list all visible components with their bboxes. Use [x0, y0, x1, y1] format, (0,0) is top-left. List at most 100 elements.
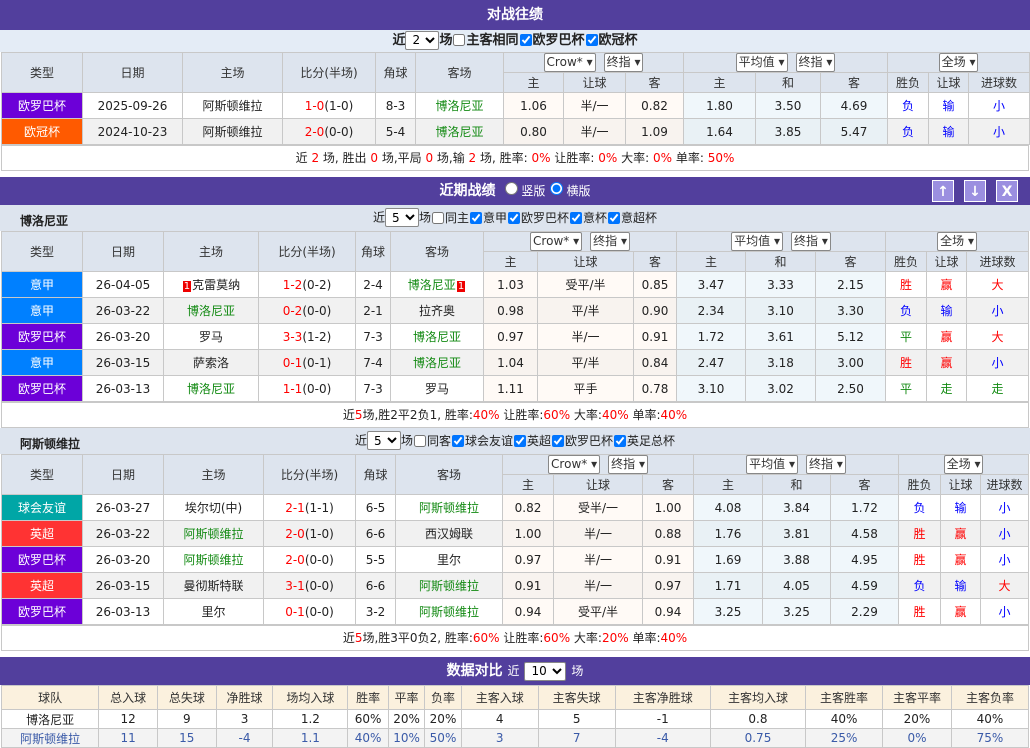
- match-row: 欧罗巴杯 26-03-13 博洛尼亚 1-1(0-0) 7-3 罗马 1.11 平手 0.78 3…: [1, 375, 1030, 402]
- filter-3[interactable]: 欧罗巴杯: [551, 434, 613, 448]
- euro-company-select[interactable]: 平均值 ▾: [735, 53, 788, 72]
- col-header: 比分(半场): [263, 454, 356, 495]
- match-date: 26-03-20: [82, 323, 164, 350]
- filter-checkbox[interactable]: [519, 34, 532, 46]
- layout-radio-0[interactable]: 竖版: [500, 182, 545, 198]
- away-team[interactable]: 博洛尼亚 1: [390, 271, 484, 298]
- away-team[interactable]: 拉齐奥: [390, 297, 484, 324]
- asian-odds: 半/一: [553, 520, 643, 547]
- company-select[interactable]: Crow* ▾: [548, 455, 601, 474]
- recent-count-select[interactable]: 5: [366, 431, 401, 450]
- filter-checkbox[interactable]: [508, 211, 520, 224]
- move-down-button[interactable]: ↓: [964, 180, 986, 202]
- home-team[interactable]: 里尔: [163, 598, 264, 625]
- period-select[interactable]: 全场 ▾: [943, 455, 984, 474]
- close-button[interactable]: X: [996, 180, 1018, 202]
- euro-odds-type-select[interactable]: 终指 ▾: [806, 455, 846, 474]
- home-team[interactable]: 阿斯顿维拉: [163, 546, 264, 573]
- home-team[interactable]: 阿斯顿维拉: [182, 92, 283, 119]
- filter-1[interactable]: 欧罗巴杯: [519, 33, 585, 48]
- away-team[interactable]: 西汉姆联: [395, 520, 503, 547]
- euro-company-select[interactable]: 平均值 ▾: [746, 455, 799, 474]
- home-team[interactable]: 阿斯顿维拉: [163, 520, 264, 547]
- filter-checkbox[interactable]: [413, 434, 426, 447]
- home-team[interactable]: 埃尔切(中): [163, 494, 264, 521]
- away-team[interactable]: 罗马: [390, 375, 484, 402]
- odds-type-select[interactable]: 终指 ▾: [608, 455, 648, 474]
- period-select[interactable]: 全场 ▾: [938, 53, 979, 72]
- compare-recent-select[interactable]: 10: [524, 661, 567, 681]
- filter-checkbox[interactable]: [552, 434, 565, 447]
- match-table: 类型 日期 主场 比分(半场) 角球 客场 Crow* ▾ 终指 ▾ 平均值 ▾ 终指 ▾ 全场 ▾…: [1, 454, 1030, 625]
- away-team[interactable]: 博洛尼亚: [390, 349, 484, 376]
- company-select[interactable]: Crow* ▾: [530, 232, 583, 251]
- filter-0[interactable]: 同主: [431, 211, 469, 225]
- home-team[interactable]: 阿斯顿维拉: [182, 118, 283, 145]
- euro-odds: 4.59: [830, 572, 900, 599]
- filter-3[interactable]: 意杯: [569, 211, 607, 225]
- recent-count-select[interactable]: 2: [405, 30, 440, 50]
- filter-checkbox[interactable]: [453, 34, 466, 46]
- filter-2[interactable]: 英超: [513, 434, 551, 448]
- euro-odds-type-select[interactable]: 终指 ▾: [791, 232, 831, 251]
- radio[interactable]: [505, 182, 519, 195]
- layout-radio-1[interactable]: 横版: [545, 182, 590, 198]
- asian-odds: 0.98: [483, 297, 538, 324]
- filter-checkbox[interactable]: [608, 211, 621, 224]
- home-team[interactable]: 博洛尼亚: [163, 375, 259, 402]
- euro-odds: 2.34: [676, 297, 747, 324]
- filter-0[interactable]: 同客: [413, 434, 451, 448]
- filter-1[interactable]: 意甲: [469, 211, 507, 225]
- filter-checkbox[interactable]: [570, 211, 583, 224]
- euro-odds-type-select[interactable]: 终指 ▾: [795, 53, 836, 72]
- filter-0[interactable]: 主客相同: [452, 33, 519, 48]
- euro-company-select[interactable]: 平均值 ▾: [731, 232, 784, 251]
- asian-odds: 0.90: [632, 297, 678, 324]
- filter-checkbox[interactable]: [614, 434, 627, 447]
- filter-checkbox[interactable]: [431, 211, 444, 224]
- filter-checkbox[interactable]: [514, 434, 526, 447]
- away-team[interactable]: 里尔: [395, 546, 503, 573]
- chevron-down-icon: ▾: [569, 234, 580, 248]
- summary-part: 2: [468, 151, 477, 165]
- filter-checkbox[interactable]: [469, 211, 482, 224]
- filter-checkbox[interactable]: [585, 34, 598, 46]
- away-team[interactable]: 阿斯顿维拉: [395, 572, 503, 599]
- sub-header: 胜负: [887, 72, 930, 93]
- compare-cell: 20%: [882, 709, 952, 729]
- home-team[interactable]: 罗马: [163, 323, 259, 350]
- away-team[interactable]: 博洛尼亚: [390, 323, 484, 350]
- company-select[interactable]: Crow* ▾: [543, 53, 596, 72]
- sub-header: 让球: [553, 474, 643, 495]
- col-header: 角球: [375, 52, 416, 93]
- home-team[interactable]: 博洛尼亚: [163, 297, 259, 324]
- move-up-button[interactable]: ↑: [932, 180, 954, 202]
- asian-odds: 半/一: [553, 572, 643, 599]
- period-select[interactable]: 全场 ▾: [937, 232, 977, 251]
- sub-header: 胜负: [885, 251, 928, 272]
- away-team[interactable]: 阿斯顿维拉: [395, 598, 503, 625]
- recent-count-select[interactable]: 5: [384, 208, 419, 227]
- euro-odds: 3.30: [815, 297, 887, 324]
- home-team[interactable]: 萨索洛: [163, 349, 259, 376]
- home-team[interactable]: 1 克雷莫纳: [163, 271, 259, 298]
- away-team[interactable]: 阿斯顿维拉: [395, 494, 503, 521]
- filter-1[interactable]: 球会友谊: [451, 434, 513, 448]
- odds-type-select[interactable]: 终指 ▾: [603, 53, 644, 72]
- home-team[interactable]: 曼彻斯特联: [163, 572, 264, 599]
- filter-2[interactable]: 欧罗巴杯: [507, 211, 569, 225]
- odds-type-select[interactable]: 终指 ▾: [590, 232, 630, 251]
- compare-cell: 博洛尼亚: [0, 709, 100, 729]
- filter-2[interactable]: 欧冠杯: [585, 33, 638, 48]
- filter-checkbox[interactable]: [451, 434, 464, 447]
- summary-part: 近: [295, 151, 312, 165]
- team-name: 拉齐奥: [418, 304, 455, 318]
- euro-odds: 3.25: [693, 598, 764, 625]
- radio[interactable]: [550, 182, 564, 195]
- summary-part: 场,胜3平0负2, 胜率:: [362, 631, 473, 645]
- summary-part: 单率:: [628, 631, 661, 645]
- filter-4[interactable]: 意超杯: [607, 211, 657, 225]
- away-team[interactable]: 博洛尼亚: [415, 118, 504, 145]
- filter-4[interactable]: 英足总杯: [613, 434, 675, 448]
- away-team[interactable]: 博洛尼亚: [415, 92, 504, 119]
